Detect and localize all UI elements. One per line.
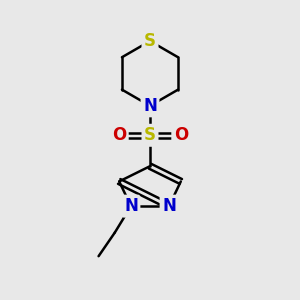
Text: O: O bbox=[112, 126, 126, 144]
Text: N: N bbox=[124, 197, 138, 215]
Text: S: S bbox=[144, 32, 156, 50]
Text: N: N bbox=[162, 197, 176, 215]
Text: N: N bbox=[143, 97, 157, 115]
Text: O: O bbox=[174, 126, 188, 144]
Text: S: S bbox=[144, 126, 156, 144]
